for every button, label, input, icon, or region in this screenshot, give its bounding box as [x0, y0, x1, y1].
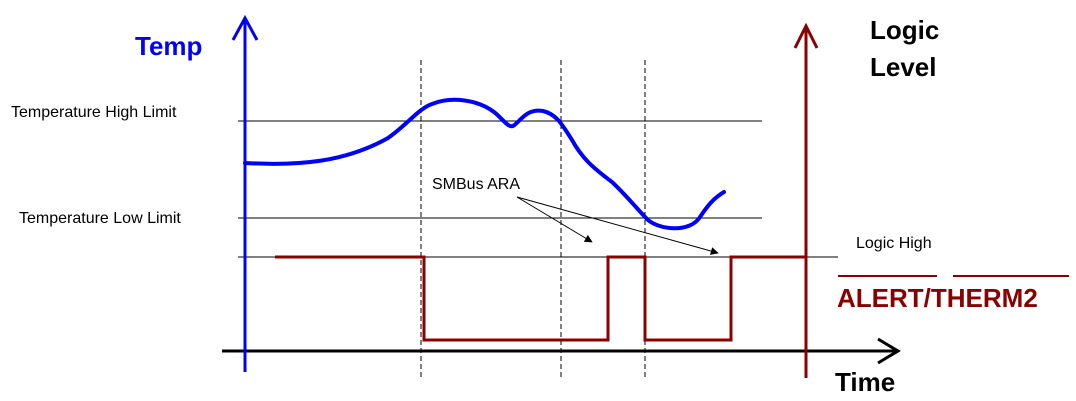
temperature-curve [243, 97, 726, 231]
logic-axis [793, 22, 819, 378]
temp-axis-label: Temp [135, 31, 202, 61]
low-limit-label: Temperature Low Limit [19, 210, 181, 227]
time-axis-label: Time [835, 367, 895, 396]
logic-axis-label-line1: Logic [870, 15, 939, 45]
high-limit-label: Temperature High Limit [11, 104, 177, 121]
smbus-ara-label: SMBus ARA [432, 176, 520, 193]
temp-axis [231, 14, 259, 372]
ara-arrow-2 [516, 196, 719, 255]
alert-waveform [275, 255, 806, 342]
logic-high-label: Logic High [856, 235, 932, 252]
ara-arrow-1 [516, 196, 593, 243]
alert-signal-label: ALERT/THERM2 [837, 283, 1038, 313]
time-axis [222, 337, 901, 365]
logic-axis-label-line2: Level [870, 52, 937, 82]
